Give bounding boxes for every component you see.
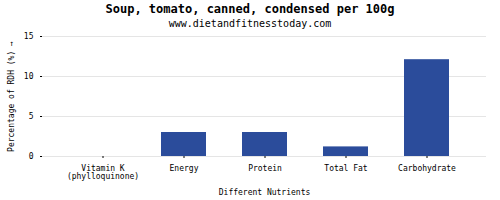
svg-text:Different Nutrients: Different Nutrients — [219, 188, 311, 197]
html-text:www.dietandfitnesstoday.com: www.dietandfitnesstoday.com — [168, 18, 332, 29]
svg-text:Vitamin K(phylloquinone): Vitamin K(phylloquinone) — [67, 164, 139, 181]
svg-text:Total Fat: Total Fat — [324, 164, 368, 173]
svg-text:10: 10 — [24, 72, 34, 81]
svg-text:Carbohydrate: Carbohydrate — [398, 164, 456, 173]
html-text:Soup, tomato, canned, condense: Soup, tomato, canned, condensed per 100g — [105, 2, 395, 16]
svg-text:Energy: Energy — [170, 164, 199, 173]
svg-text:0: 0 — [29, 152, 34, 161]
svg-text:15: 15 — [24, 32, 34, 41]
svg-text:Percentage of RDH (%) →: Percentage of RDH (%) → — [7, 41, 16, 152]
svg-text:Protein: Protein — [248, 164, 282, 173]
svg-text:5: 5 — [29, 112, 34, 121]
